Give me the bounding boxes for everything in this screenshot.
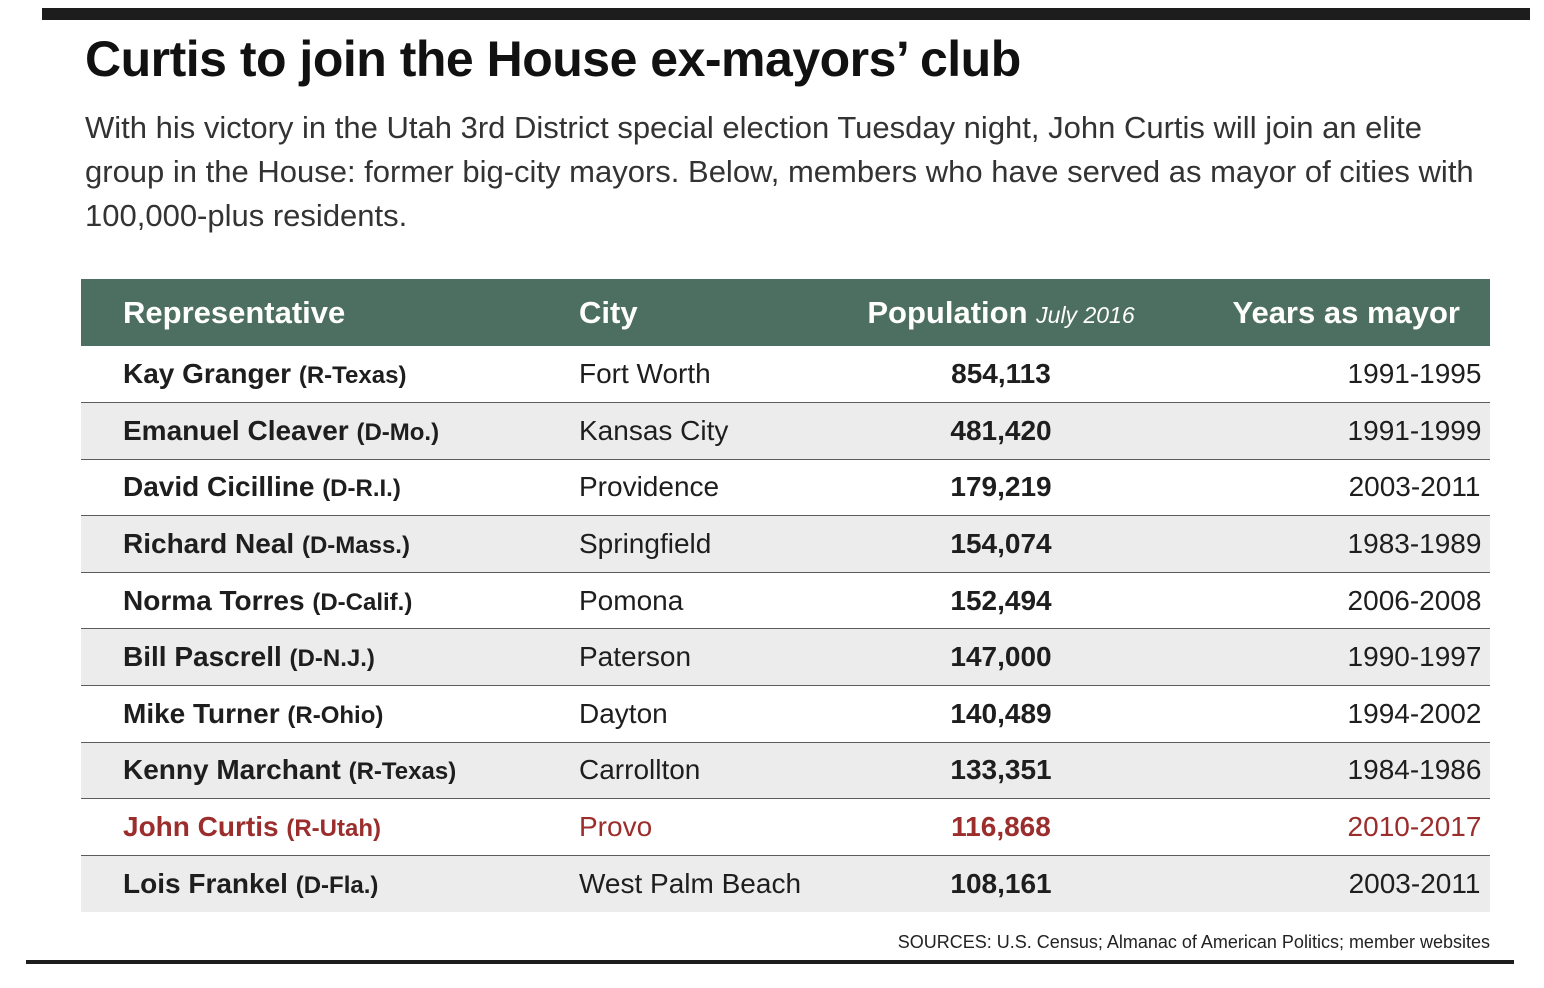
bottom-rule <box>26 960 1514 964</box>
header-city: City <box>579 294 638 330</box>
population-cell: 140,489 <box>823 685 1179 743</box>
page-title: Curtis to join the House ex-mayors’ club <box>85 31 1021 87</box>
rep-name: Kenny Marchant <box>123 754 341 786</box>
years-cell: 1984-1986 <box>1179 741 1490 799</box>
population-cell: 154,074 <box>823 515 1179 573</box>
years-cell: 2010-2017 <box>1179 798 1490 856</box>
city-cell: Paterson <box>579 628 823 686</box>
rep-name: Richard Neal <box>123 528 295 560</box>
population-cell: 854,113 <box>951 358 1051 390</box>
rep-cell: John Curtis (R-Utah) <box>81 798 579 856</box>
rep-name: Norma Torres <box>123 584 305 616</box>
population-cell: 133,351 <box>823 741 1179 799</box>
rep-party: (D-N.J.) <box>289 645 375 673</box>
population-cell: 108,161 <box>823 854 1179 912</box>
rep-party: (R-Utah) <box>286 815 381 843</box>
rep-name: Bill Pascrell <box>123 641 282 673</box>
years-cell: 1991-1999 <box>1179 402 1490 460</box>
rep-cell: Mike Turner (R-Ohio) <box>81 685 579 743</box>
table-row: Richard Neal (D-Mass.) Springfield 154,0… <box>81 515 1490 573</box>
top-rule <box>42 8 1530 20</box>
rep-cell: Lois Frankel (D-Fla.) <box>81 854 579 912</box>
city-cell: Fort Worth <box>579 358 711 390</box>
table-row: Norma Torres (D-Calif.) Pomona 152,494 2… <box>81 571 1490 629</box>
table-row: Kay Granger (R-Texas) Fort Worth 854,113… <box>81 346 1490 403</box>
population-cell: 152,494 <box>823 571 1179 629</box>
table-row-highlighted: John Curtis (R-Utah) Provo 116,868 2010-… <box>81 798 1490 856</box>
years-cell: 1983-1989 <box>1179 515 1490 573</box>
rep-cell: Emanuel Cleaver (D-Mo.) <box>81 402 579 460</box>
rep-name: Emanuel Cleaver <box>123 414 349 446</box>
city-cell: Dayton <box>579 685 823 743</box>
years-cell: 2003-2011 <box>1179 854 1490 912</box>
city-cell: West Palm Beach <box>579 854 823 912</box>
header-representative: Representative <box>123 294 346 330</box>
city-cell: Springfield <box>579 515 823 573</box>
population-cell: 481,420 <box>823 402 1179 460</box>
rep-name: Kay Granger <box>123 358 292 390</box>
city-cell: Provo <box>579 798 823 856</box>
population-cell: 116,868 <box>823 798 1179 856</box>
rep-name: Lois Frankel <box>123 867 288 899</box>
rep-name: Mike Turner <box>123 697 280 729</box>
city-cell: Kansas City <box>579 402 823 460</box>
table-row: Bill Pascrell (D-N.J.) Paterson 147,000 … <box>81 628 1490 686</box>
years-cell: 1990-1997 <box>1179 628 1490 686</box>
sources-note: SOURCES: U.S. Census; Almanac of America… <box>897 932 1490 952</box>
table-header-row: Representative City Population July 2016… <box>81 279 1490 346</box>
rep-party: (D-Fla.) <box>295 871 379 899</box>
rep-name: David Cicilline <box>123 471 315 503</box>
population-cell: 179,219 <box>823 458 1179 516</box>
rep-cell: Norma Torres (D-Calif.) <box>81 571 579 629</box>
city-cell: Providence <box>579 458 823 516</box>
city-cell: Carrollton <box>579 741 823 799</box>
city-cell: Pomona <box>579 571 823 629</box>
rep-cell: David Cicilline (D-R.I.) <box>81 458 579 516</box>
table-row: David Cicilline (D-R.I.) Providence 179,… <box>81 458 1490 516</box>
population-cell: 147,000 <box>823 628 1179 686</box>
years-cell: 2003-2011 <box>1179 458 1490 516</box>
rep-party: (R-Texas) <box>348 758 457 786</box>
table-row: Lois Frankel (D-Fla.) West Palm Beach 10… <box>81 854 1490 912</box>
rep-party: (D-Calif.) <box>312 588 413 616</box>
rep-cell: Bill Pascrell (D-N.J.) <box>81 628 579 686</box>
table-row: Mike Turner (R-Ohio) Dayton 140,489 1994… <box>81 685 1490 743</box>
rep-cell: Kay Granger (R-Texas) <box>81 346 579 403</box>
table-row: Emanuel Cleaver (D-Mo.) Kansas City 481,… <box>81 402 1490 460</box>
rep-party: (D-R.I.) <box>322 475 401 503</box>
years-cell: 1994-2002 <box>1179 685 1490 743</box>
years-cell: 1991-1995 <box>1347 358 1482 390</box>
header-years: Years as mayor <box>1232 294 1460 330</box>
header-population-note: July 2016 <box>1036 301 1135 328</box>
table-row: Kenny Marchant (R-Texas) Carrollton 133,… <box>81 741 1490 799</box>
years-cell: 2006-2008 <box>1179 571 1490 629</box>
rep-cell: Richard Neal (D-Mass.) <box>81 515 579 573</box>
header-population: Population July 2016 <box>823 279 1179 346</box>
rep-party: (D-Mass.) <box>301 532 410 560</box>
rep-name: John Curtis <box>123 811 279 843</box>
rep-party: (R-Ohio) <box>287 701 384 729</box>
header-population-label: Population <box>867 294 1028 330</box>
intro-text: With his victory in the Utah 3rd Distric… <box>85 110 1474 233</box>
rep-party: (R-Texas) <box>298 362 407 390</box>
mayors-table: Representative City Population July 2016… <box>81 279 1490 912</box>
rep-cell: Kenny Marchant (R-Texas) <box>81 741 579 799</box>
rep-party: (D-Mo.) <box>356 418 440 446</box>
